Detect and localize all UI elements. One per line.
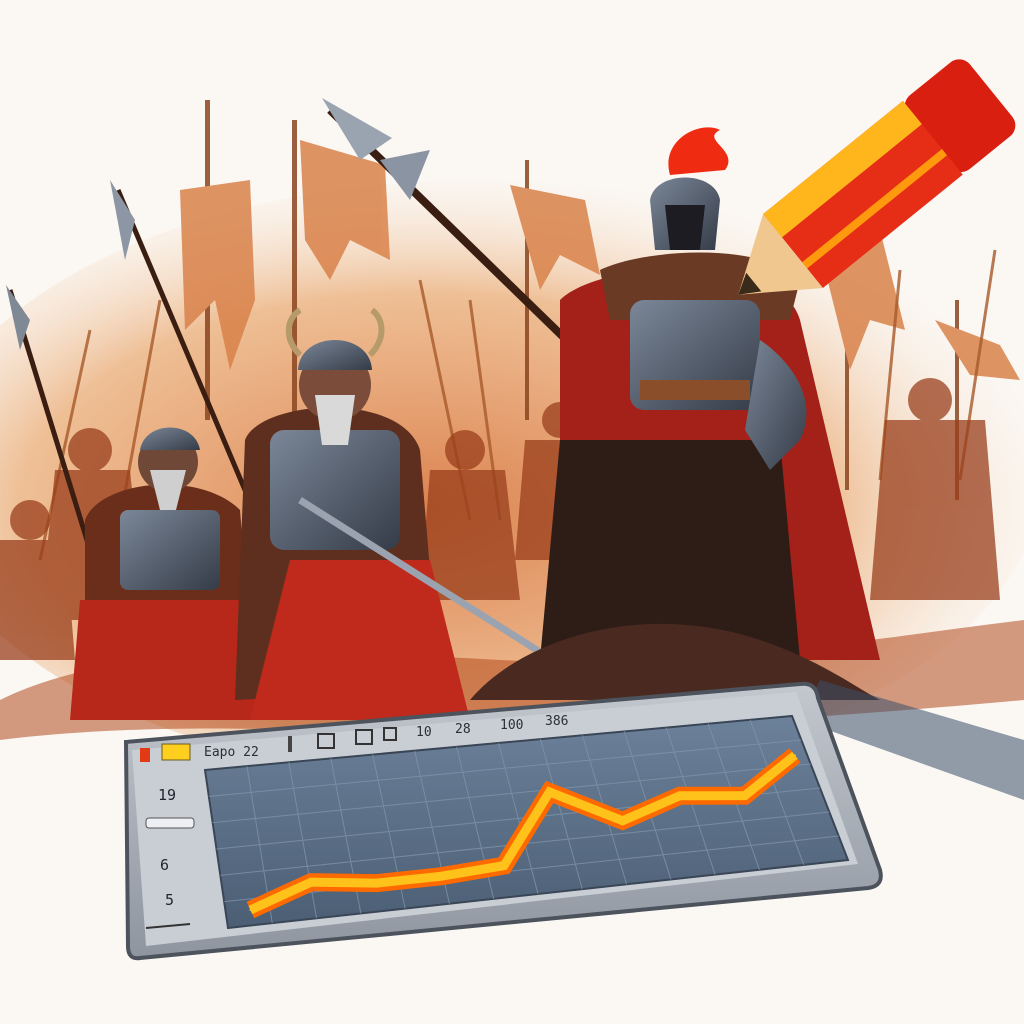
chart-series (246, 748, 801, 919)
data-point (743, 794, 746, 797)
side-panel: 19 6 5 (145, 786, 195, 929)
data-point (249, 909, 252, 912)
frame-icon[interactable] (317, 733, 335, 749)
pencil-box-icon[interactable] (355, 729, 373, 745)
data-point (548, 791, 551, 794)
data-point (502, 864, 505, 867)
rock (470, 623, 880, 700)
pencil-icon[interactable] (709, 54, 1021, 332)
side-slider[interactable] (145, 817, 195, 829)
commander (540, 127, 880, 660)
readout-d: 386 (545, 714, 568, 729)
line-chart (203, 714, 850, 930)
red-flag-icon[interactable] (140, 748, 150, 762)
toolbar: Eapo 22 10 28 100 386 (140, 714, 568, 762)
readout-c: 100 (500, 718, 523, 733)
data-point (439, 875, 442, 878)
yellow-swatch-icon[interactable] (161, 743, 191, 761)
warrior-left (6, 285, 260, 720)
data-point (621, 819, 624, 822)
toolbar-label: Eapo 22 (204, 745, 259, 760)
readout-a: 10 (416, 725, 432, 740)
pencil-shadow (800, 680, 1024, 800)
data-point (310, 881, 313, 884)
banner-icon (180, 100, 1020, 500)
side-label-top: 19 (158, 786, 176, 804)
warrior-middle (235, 307, 602, 720)
series-line (248, 751, 798, 915)
side-label-middle: 6 (160, 856, 169, 874)
square-icon[interactable] (383, 727, 397, 741)
data-point (678, 794, 681, 797)
bar-icon[interactable] (288, 736, 292, 752)
grid-line-horizontal (208, 739, 802, 797)
side-label-bottom: 5 (165, 891, 174, 909)
grid-line-horizontal (212, 763, 811, 824)
readout-b: 28 (455, 722, 471, 737)
data-point (793, 754, 796, 757)
data-point (375, 882, 378, 885)
